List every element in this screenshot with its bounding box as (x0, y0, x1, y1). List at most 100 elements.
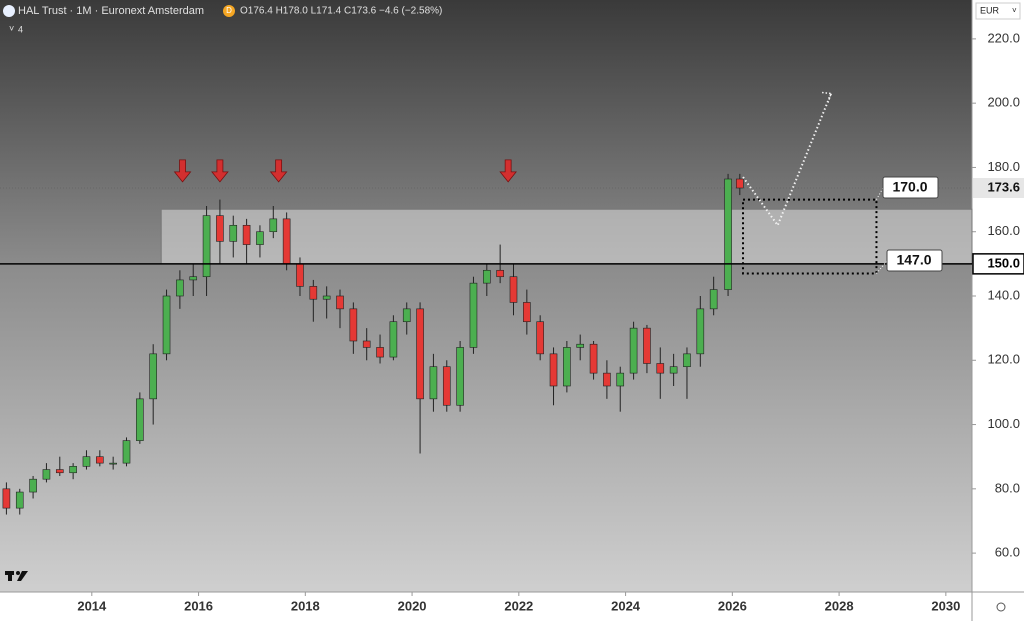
down-arrow (173, 159, 192, 183)
candle-body (42, 469, 51, 480)
badge-bg (223, 5, 235, 17)
price-label-bg (973, 178, 1024, 199)
candle-body (322, 295, 331, 300)
currency-caret[interactable]: ˅ (1012, 6, 1017, 15)
candle-body (389, 321, 398, 358)
candle-body (656, 363, 665, 374)
candle-body (202, 215, 211, 278)
down-arrow (269, 159, 288, 183)
candle-body (242, 224, 251, 245)
candle-body (589, 343, 598, 374)
candle-body (189, 276, 198, 281)
candle-body (109, 462, 117, 465)
candle-body (15, 491, 24, 509)
candle-body (162, 295, 171, 355)
resistance-zone (160, 208, 973, 265)
x-tick-label: 2018 (291, 598, 320, 613)
candle-body (429, 366, 438, 400)
price-axis-panel (972, 0, 1024, 621)
indicator-toggle[interactable]: ˅ (9, 23, 14, 33)
candle-body (576, 343, 585, 348)
x-tick-label: 2024 (611, 598, 641, 613)
candle-body (362, 340, 371, 348)
y-tick-label: 60.0 (995, 545, 1020, 560)
callout-connector (876, 187, 884, 200)
currency-button[interactable] (975, 2, 1021, 20)
candle-body (469, 282, 478, 348)
y-tick-label: 80.0 (995, 480, 1020, 495)
y-tick-label: 100.0 (987, 416, 1020, 431)
y-tick-label: 140.0 (987, 287, 1020, 302)
candle-body (736, 178, 744, 189)
candle-body (96, 456, 104, 464)
x-tick-label: 2014 (77, 598, 107, 613)
target-box (742, 198, 878, 275)
candle-body (696, 308, 705, 355)
candle-body (69, 466, 77, 474)
candle-body (643, 327, 651, 364)
candle-body (683, 353, 691, 368)
candle-body (402, 308, 411, 323)
x-tick-label: 2028 (825, 598, 854, 613)
candle-body (724, 178, 732, 290)
candle-body (456, 347, 464, 406)
candle-body (309, 286, 318, 300)
candle-body (2, 488, 11, 509)
x-tick-label: 2030 (931, 598, 960, 613)
candle-body (149, 353, 157, 400)
candle-body (563, 347, 571, 387)
symbol-title: HAL Trust · 1M · Euronext Amsterdam (18, 5, 204, 17)
currency[interactable]: EUR (980, 5, 1000, 15)
candle-body (336, 295, 344, 310)
callout-box (886, 249, 943, 272)
price-label: 173.6 (987, 179, 1020, 194)
callout-label: 170.0 (892, 179, 927, 195)
tv-logo (5, 571, 28, 581)
x-tick-label: 2020 (398, 598, 427, 613)
ohlc-readout: O176.4 H178.0 L171.4 C173.6 −4.6 (−2.58%… (240, 6, 442, 17)
candle-body (496, 269, 504, 278)
price-label-bg (972, 253, 1024, 275)
candle-body (416, 308, 424, 400)
candle-body (296, 263, 304, 287)
candle-body (82, 456, 91, 467)
settings-button[interactable] (996, 602, 1006, 612)
candle-body (629, 327, 638, 374)
y-tick-label: 120.0 (987, 352, 1020, 367)
down-arrow (499, 159, 517, 183)
projection-arrowhead (822, 91, 833, 103)
y-tick-label: 160.0 (987, 223, 1020, 238)
candle-body (509, 276, 518, 303)
candle-body (669, 366, 678, 374)
y-tick-label: 180.0 (987, 159, 1020, 174)
x-tick-label: 2016 (184, 598, 213, 613)
candle-body (29, 478, 37, 493)
x-tick-label: 2026 (718, 598, 747, 613)
time-axis-panel (0, 592, 972, 621)
candle-body (603, 372, 611, 387)
plot-background (0, 0, 972, 592)
candle-body (136, 398, 144, 441)
y-tick-label: 200.0 (987, 95, 1020, 110)
candle-body (442, 366, 451, 406)
down-arrow (211, 159, 229, 183)
candle-body (282, 218, 291, 265)
candle-body (709, 289, 718, 310)
candle-body (349, 308, 358, 342)
candle-body (483, 269, 491, 284)
symbol-logo (3, 5, 15, 17)
candle-body (122, 440, 131, 464)
candle-body (536, 321, 544, 355)
candle-body (523, 302, 531, 323)
candle-body (55, 469, 64, 474)
y-tick-label: 220.0 (987, 30, 1020, 45)
candle-body (376, 347, 384, 358)
callout-label: 147.0 (896, 252, 931, 268)
candle-body (549, 353, 558, 387)
candle-body (229, 224, 238, 242)
x-tick-label: 2022 (504, 598, 533, 613)
price-label: 150.0 (987, 255, 1020, 270)
indicator-count[interactable]: 4 (18, 24, 23, 34)
candle-body (616, 372, 625, 387)
